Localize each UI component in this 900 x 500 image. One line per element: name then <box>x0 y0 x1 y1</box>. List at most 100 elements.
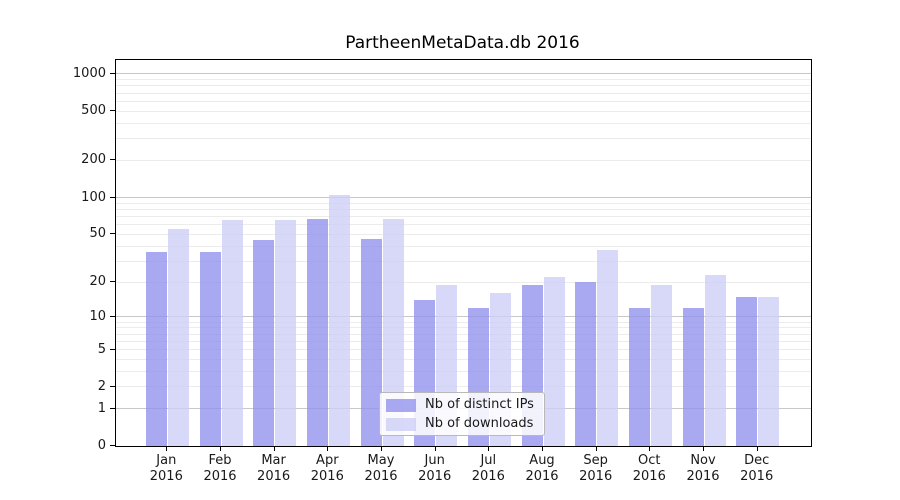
bar-mar-downloads <box>275 220 297 446</box>
minor-gridline-8 <box>116 327 811 329</box>
x-tick-mark-oct <box>649 446 651 451</box>
month-label: Feb <box>208 453 232 468</box>
bar-may-distinct-ips <box>360 238 382 446</box>
plot-area: Nb of distinct IPs Nb of downloads <box>115 59 812 447</box>
y-tick-mark-20 <box>110 281 115 282</box>
bar-feb-downloads <box>221 220 243 446</box>
bar-apr-distinct-ips <box>306 218 328 446</box>
minor-gridline-800 <box>116 85 811 87</box>
legend-swatch-distinct-ips <box>386 399 416 412</box>
minor-gridline-500 <box>116 110 811 112</box>
year-label: 2016 <box>364 469 398 484</box>
bar-jan-distinct-ips <box>145 251 167 446</box>
legend-label-downloads: Nb of downloads <box>425 416 534 431</box>
x-tick-label-sep: Sep 2016 <box>566 453 626 485</box>
bar-jan-downloads <box>167 229 189 446</box>
legend-label-distinct-ips: Nb of distinct IPs <box>425 397 534 412</box>
legend-swatch-downloads <box>386 418 416 431</box>
year-label: 2016 <box>149 469 183 484</box>
bar-dec-distinct-ips <box>736 296 758 446</box>
month-label: Sep <box>583 453 608 468</box>
y-tick-label-20: 20 <box>89 274 106 289</box>
y-tick-mark-500 <box>110 110 115 112</box>
minor-gridline-200 <box>116 159 811 161</box>
minor-gridline-5 <box>116 349 811 350</box>
minor-gridline-900 <box>116 79 811 81</box>
minor-gridline-400 <box>116 122 811 124</box>
legend-row-downloads: Nb of downloads <box>386 415 540 433</box>
month-label: Oct <box>638 453 661 468</box>
y-tick-label-500: 500 <box>81 103 106 119</box>
x-tick-label-feb: Feb 2016 <box>190 453 250 485</box>
year-label: 2016 <box>579 469 613 484</box>
bar-sep-distinct-ips <box>575 282 597 446</box>
minor-gridline-2 <box>116 386 811 388</box>
major-gridline-100 <box>116 197 811 198</box>
x-tick-label-jun: Jun 2016 <box>405 453 465 485</box>
year-label: 2016 <box>740 469 774 484</box>
year-label: 2016 <box>418 469 452 484</box>
x-tick-mark-mar <box>273 446 275 451</box>
y-tick-mark-5 <box>110 348 115 350</box>
minor-gridline-300 <box>116 138 811 140</box>
major-gridline-10 <box>116 316 811 318</box>
x-tick-mark-sep <box>595 446 597 451</box>
x-tick-label-aug: Aug 2016 <box>512 453 572 485</box>
minor-gridline-30 <box>116 260 811 262</box>
year-label: 2016 <box>310 469 344 484</box>
y-tick-label-0: 0 <box>97 438 106 453</box>
year-label: 2016 <box>686 469 720 484</box>
y-tick-label-200: 200 <box>81 152 106 168</box>
x-tick-mark-nov <box>703 446 704 451</box>
x-tick-mark-apr <box>327 446 329 451</box>
bar-dec-downloads <box>758 296 780 446</box>
month-label: Nov <box>690 453 716 468</box>
x-axis: Jan 2016 Feb 2016 Mar 2016 Apr 2016 May 2016 Jun 20… <box>115 446 810 496</box>
x-tick-label-apr: Apr 2016 <box>297 453 357 485</box>
y-tick-label-5: 5 <box>97 341 106 357</box>
month-label: Aug <box>529 453 555 468</box>
minor-gridline-40 <box>116 245 811 247</box>
x-tick-label-oct: Oct 2016 <box>619 453 679 485</box>
y-tick-mark-0 <box>110 445 115 446</box>
bar-may-downloads <box>382 218 404 446</box>
minor-gridline-60 <box>116 224 811 226</box>
minor-gridline-70 <box>116 215 811 217</box>
y-tick-mark-50 <box>110 233 115 235</box>
y-tick-label-100: 100 <box>81 189 106 205</box>
bar-apr-downloads <box>328 195 350 446</box>
x-tick-mark-jan <box>166 446 168 451</box>
y-tick-mark-10 <box>110 315 115 317</box>
minor-gridline-600 <box>116 100 811 102</box>
year-label: 2016 <box>471 469 505 484</box>
minor-gridline-7 <box>116 333 811 335</box>
minor-gridline-3 <box>116 370 811 372</box>
y-tick-mark-2 <box>110 385 115 387</box>
minor-gridline-6 <box>116 340 811 342</box>
x-tick-mark-dec <box>756 446 758 451</box>
bar-oct-distinct-ips <box>628 307 650 446</box>
month-label: Mar <box>261 453 286 468</box>
minor-gridline-90 <box>116 202 811 204</box>
y-tick-label-50: 50 <box>89 226 106 242</box>
bar-mar-distinct-ips <box>253 239 275 446</box>
chart-title: PartheenMetaData.db 2016 <box>345 33 580 53</box>
x-tick-label-mar: Mar 2016 <box>244 453 304 485</box>
x-tick-label-nov: Nov 2016 <box>673 453 733 485</box>
x-tick-mark-feb <box>220 446 221 451</box>
month-label: Jul <box>480 453 497 468</box>
y-tick-label-10: 10 <box>89 308 106 324</box>
x-tick-label-jan: Jan 2016 <box>136 453 196 485</box>
y-tick-label-1000: 1000 <box>72 65 106 81</box>
bar-aug-downloads <box>543 277 565 446</box>
minor-gridline-700 <box>116 92 811 94</box>
x-tick-mark-jul <box>488 446 490 451</box>
minor-gridline-80 <box>116 208 811 210</box>
y-tick-mark-1 <box>110 407 115 409</box>
y-tick-mark-200 <box>110 159 115 161</box>
year-label: 2016 <box>203 469 237 484</box>
x-tick-mark-jun <box>434 446 436 451</box>
minor-gridline-50 <box>116 233 811 235</box>
bar-nov-downloads <box>704 274 726 446</box>
